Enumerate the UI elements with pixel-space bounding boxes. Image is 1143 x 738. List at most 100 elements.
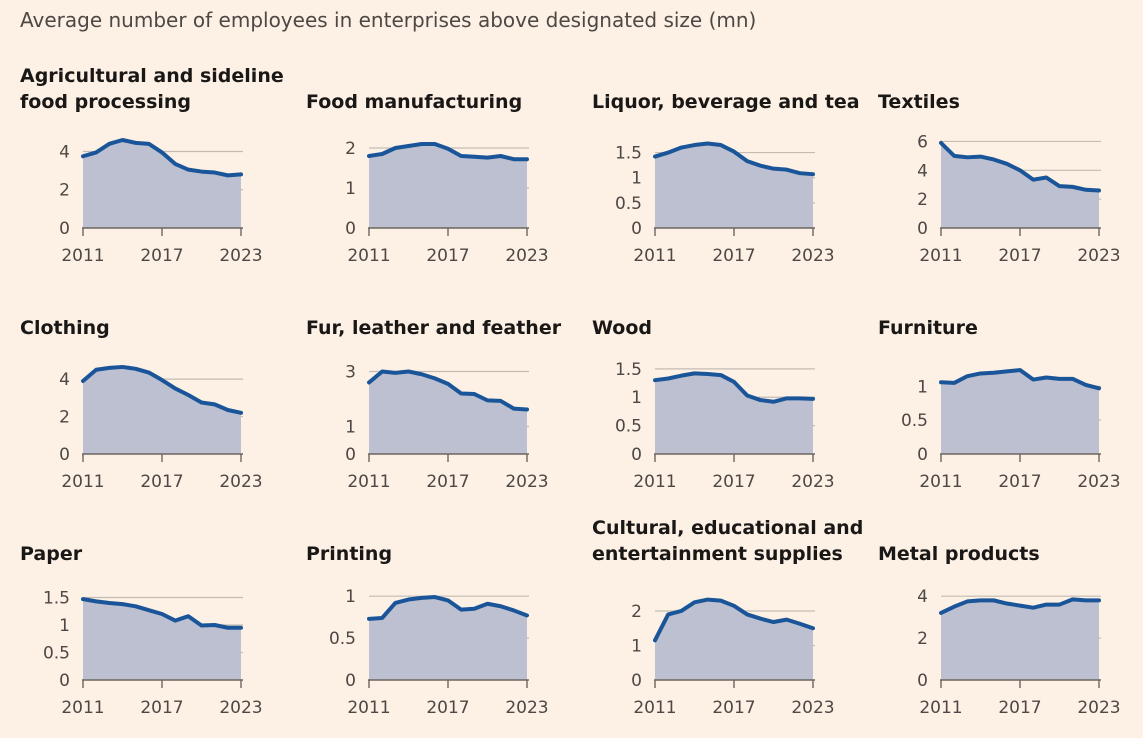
area-fill <box>83 599 241 680</box>
y-tick-label: 0.5 <box>615 417 642 437</box>
y-tick-label: 0 <box>59 219 70 239</box>
y-tick-label: 2 <box>59 408 70 428</box>
y-tick-label: 3 <box>345 363 356 383</box>
chart-title: Printing <box>306 543 392 565</box>
x-tick-label: 2017 <box>426 698 469 718</box>
y-tick-label: 4 <box>917 587 928 607</box>
x-tick-label: 2017 <box>140 698 183 718</box>
area-fill <box>655 373 813 454</box>
chart-title: Cultural, educational and <box>592 517 863 539</box>
small-chart: Fur, leather and feather 0 1 3 2011 2017 2023 <box>306 317 562 492</box>
small-chart: Printing 0 0.5 1 2011 2017 2023 <box>306 543 549 718</box>
chart-title: Paper <box>20 543 83 565</box>
x-tick-label: 2017 <box>998 472 1041 492</box>
x-tick-label: 2017 <box>712 698 755 718</box>
area-fill <box>941 599 1099 680</box>
y-tick-label: 1 <box>631 388 642 408</box>
y-tick-label: 2 <box>631 602 642 622</box>
chart-title: Clothing <box>20 317 110 339</box>
x-tick-label: 2011 <box>61 246 104 266</box>
y-tick-label: 6 <box>917 132 928 152</box>
y-tick-label: 0.5 <box>615 194 642 214</box>
x-tick-label: 2023 <box>1077 246 1120 266</box>
area-fill <box>941 370 1099 454</box>
x-tick-label: 2017 <box>998 246 1041 266</box>
x-tick-label: 2017 <box>426 246 469 266</box>
small-chart: Cultural, educational and entertainment s… <box>592 517 863 718</box>
area-fill <box>655 599 813 680</box>
x-tick-label: 2023 <box>219 698 262 718</box>
y-tick-label: 1 <box>345 418 356 438</box>
y-tick-label: 0 <box>345 445 356 465</box>
x-tick-label: 2023 <box>505 472 548 492</box>
x-tick-label: 2011 <box>919 472 962 492</box>
chart-title: Wood <box>592 317 652 339</box>
y-tick-label: 2 <box>917 190 928 210</box>
y-tick-label: 0 <box>59 671 70 691</box>
y-tick-label: 0 <box>917 671 928 691</box>
y-tick-label: 2 <box>59 181 70 201</box>
area-fill <box>369 371 527 454</box>
y-tick-label: 1 <box>345 587 356 607</box>
x-tick-label: 2011 <box>633 246 676 266</box>
y-tick-label: 0 <box>345 219 356 239</box>
y-tick-label: 0 <box>631 219 642 239</box>
y-tick-label: 1.5 <box>615 144 642 164</box>
x-tick-label: 2011 <box>633 698 676 718</box>
x-tick-label: 2023 <box>791 698 834 718</box>
y-tick-label: 1 <box>345 179 356 199</box>
x-tick-label: 2023 <box>1077 472 1120 492</box>
small-chart: Paper 0 0.5 1 1.5 2011 2017 2023 <box>20 543 263 718</box>
small-chart: Furniture 0 0.5 1 2011 2017 2023 <box>878 317 1121 492</box>
x-tick-label: 2023 <box>1077 698 1120 718</box>
x-tick-label: 2011 <box>61 472 104 492</box>
area-fill <box>83 140 241 228</box>
small-chart: Liquor, beverage and tea 0 0.5 1 1.5 2011 2017… <box>592 91 860 266</box>
area-fill <box>369 144 527 228</box>
small-chart: Food manufacturing 0 1 2 2011 2017 2023 <box>306 91 549 266</box>
x-tick-label: 2011 <box>919 246 962 266</box>
y-tick-label: 1 <box>631 169 642 189</box>
small-chart: Agricultural and sideline food processing… <box>20 65 284 266</box>
y-tick-label: 1 <box>59 616 70 636</box>
chart-title: food processing <box>20 91 191 113</box>
area-fill <box>941 142 1099 228</box>
chart-title: Food manufacturing <box>306 91 522 113</box>
small-chart: Clothing 0 2 4 2011 2017 2023 <box>20 317 263 492</box>
x-tick-label: 2017 <box>140 246 183 266</box>
small-chart: Textiles 0 2 4 6 2011 2017 2023 <box>878 91 1121 266</box>
y-tick-label: 1 <box>631 636 642 656</box>
area-fill <box>83 366 241 454</box>
area-fill <box>655 143 813 228</box>
small-chart: Wood 0 0.5 1 1.5 2011 2017 2023 <box>592 317 835 492</box>
chart-title: Metal products <box>878 543 1040 565</box>
y-tick-label: 0 <box>917 445 928 465</box>
chart-title: entertainment supplies <box>592 543 843 565</box>
x-tick-label: 2023 <box>505 246 548 266</box>
y-tick-label: 0 <box>345 671 356 691</box>
x-tick-label: 2023 <box>505 698 548 718</box>
page-title: Average number of employees in enterpris… <box>20 8 757 32</box>
chart-title: Liquor, beverage and tea <box>592 91 860 113</box>
y-tick-label: 1 <box>917 377 928 397</box>
x-tick-label: 2017 <box>712 472 755 492</box>
y-tick-label: 4 <box>59 370 70 390</box>
y-tick-label: 0 <box>59 445 70 465</box>
y-tick-label: 2 <box>917 629 928 649</box>
y-tick-label: 4 <box>917 161 928 181</box>
y-tick-label: 0 <box>631 671 642 691</box>
y-tick-label: 1.5 <box>43 589 70 609</box>
x-tick-label: 2023 <box>791 472 834 492</box>
x-tick-label: 2017 <box>712 246 755 266</box>
y-tick-label: 0.5 <box>43 644 70 664</box>
y-tick-label: 0 <box>917 219 928 239</box>
y-tick-label: 2 <box>345 139 356 159</box>
x-tick-label: 2011 <box>347 472 390 492</box>
x-tick-label: 2023 <box>791 246 834 266</box>
chart-title: Agricultural and sideline <box>20 65 284 87</box>
x-tick-label: 2023 <box>219 246 262 266</box>
x-tick-label: 2011 <box>919 698 962 718</box>
small-chart: Metal products 0 2 4 2011 2017 2023 <box>878 543 1121 718</box>
